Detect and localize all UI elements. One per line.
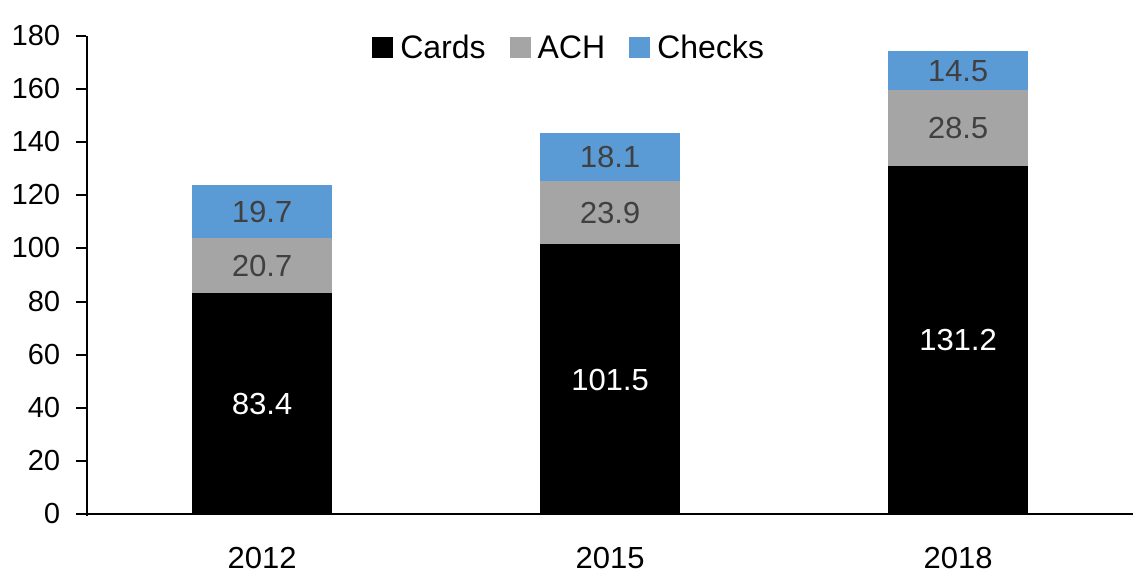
- y-tick-label-20: 20: [27, 444, 60, 477]
- legend-label-ach: ACH: [537, 29, 606, 65]
- bar-segment-cards-2018: 131.2: [888, 165, 1028, 514]
- chart-legend: Cards ACH Checks: [0, 31, 1136, 63]
- segment-value-label-ach-2015: 23.9: [579, 195, 641, 231]
- y-tick-label-80: 80: [27, 285, 60, 318]
- y-tick-label-0: 0: [43, 498, 60, 530]
- bar-segment-checks-2015: 18.1: [540, 132, 680, 181]
- segment-value-label-checks-2018: 14.5: [927, 53, 989, 89]
- y-tick-20: [76, 459, 86, 462]
- y-tick-160: [76, 88, 86, 91]
- y-tick-0: [76, 513, 86, 515]
- y-tick-40: [76, 406, 86, 409]
- legend-item-checks: Checks: [629, 31, 764, 63]
- segment-value-label-cards-2015: 101.5: [571, 361, 649, 397]
- segment-value-label-checks-2012: 19.7: [231, 193, 293, 229]
- y-axis-line: [86, 36, 88, 516]
- segment-value-label-cards-2018: 131.2: [919, 322, 997, 358]
- legend-swatch-ach: [509, 36, 531, 58]
- segment-value-label-ach-2012: 20.7: [231, 247, 293, 283]
- segment-value-label-cards-2012: 83.4: [231, 385, 293, 421]
- y-tick-label-120: 120: [11, 179, 60, 212]
- bar-segment-checks-2018: 14.5: [888, 51, 1028, 90]
- x-axis-line: [86, 513, 1133, 515]
- y-tick-120: [76, 194, 86, 197]
- segment-value-label-ach-2018: 28.5: [927, 110, 989, 146]
- legend-label-checks: Checks: [657, 29, 764, 65]
- y-tick-80: [76, 300, 86, 303]
- legend-label-cards: Cards: [400, 29, 486, 65]
- y-tick-100: [76, 247, 86, 250]
- bar-segment-cards-2012: 83.4: [192, 292, 332, 514]
- segment-value-label-checks-2015: 18.1: [579, 139, 641, 175]
- bar-segment-ach-2015: 23.9: [540, 180, 680, 245]
- legend-swatch-cards: [372, 36, 394, 58]
- y-tick-label-140: 140: [11, 126, 60, 159]
- y-tick-180: [76, 35, 86, 37]
- bar-segment-ach-2012: 20.7: [192, 237, 332, 293]
- x-axis-label-2018: 2018: [923, 540, 993, 575]
- legend-item-cards: Cards: [372, 29, 486, 65]
- legend-swatch-checks: [629, 36, 651, 58]
- y-tick-label-60: 60: [27, 338, 60, 371]
- bar-segment-checks-2012: 19.7: [192, 185, 332, 238]
- y-tick-label-100: 100: [11, 232, 60, 265]
- y-tick-140: [76, 141, 86, 144]
- x-axis-label-2012: 2012: [227, 540, 297, 575]
- legend-item-ach: ACH: [509, 29, 606, 65]
- y-tick-60: [76, 353, 86, 356]
- bar-segment-cards-2015: 101.5: [540, 244, 680, 514]
- bar-segment-ach-2018: 28.5: [888, 89, 1028, 166]
- y-tick-label-180: 180: [11, 20, 60, 52]
- x-axis-label-2015: 2015: [575, 540, 645, 575]
- y-tick-label-160: 160: [11, 73, 60, 106]
- y-tick-label-40: 40: [27, 391, 60, 424]
